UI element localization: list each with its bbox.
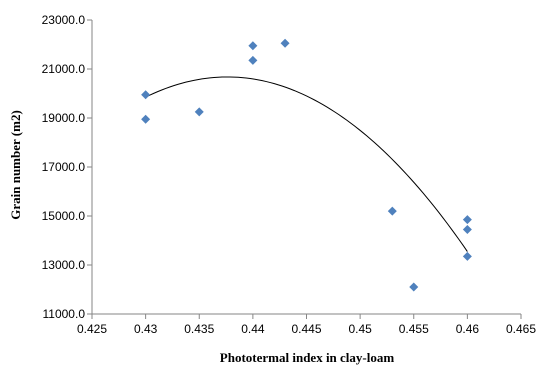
x-tick-label: 0.46 — [456, 322, 480, 336]
data-point — [462, 224, 472, 234]
x-tick-label: 0.43 — [134, 322, 158, 336]
y-tick-label: 19000.0 — [42, 111, 86, 125]
polynomial-trendline — [145, 76, 468, 252]
data-point — [409, 282, 419, 292]
x-tick-label: 0.425 — [77, 322, 107, 336]
data-point — [141, 114, 151, 124]
data-point — [194, 107, 204, 117]
x-tick-label: 0.435 — [184, 322, 214, 336]
x-tick-label: 0.455 — [399, 322, 429, 336]
y-tick-label: 23000.0 — [42, 13, 86, 27]
data-point — [248, 55, 258, 65]
data-point — [387, 206, 397, 216]
data-point — [280, 38, 290, 48]
data-point — [248, 41, 258, 51]
plot-area — [91, 20, 521, 315]
y-tick-label: 11000.0 — [43, 307, 86, 321]
x-tick-label: 0.445 — [291, 322, 321, 336]
y-tick-label: 15000.0 — [42, 209, 86, 223]
x-tick-label: 0.45 — [348, 322, 372, 336]
y-axis-title: Grain number (m2) — [8, 110, 23, 220]
data-points — [141, 38, 472, 292]
x-tick-label: 0.44 — [241, 322, 265, 336]
trendline-group — [145, 76, 468, 252]
data-point — [141, 90, 151, 100]
x-axis-title: Phototermal index in clay-loam — [220, 350, 395, 365]
y-tick-label: 13000.0 — [42, 258, 86, 272]
data-point — [462, 251, 472, 261]
y-axis-ticks: 11000.0 13000.0 15000.0 17000.0 19000.0 21000… — [42, 13, 92, 321]
y-tick-label: 21000.0 — [42, 62, 86, 76]
x-axis-ticks: 0.425 0.43 0.435 0.44 0.445 0.45 0.455 0.46 0.46… — [77, 314, 536, 336]
x-tick-label: 0.465 — [506, 322, 536, 336]
data-point — [462, 215, 472, 225]
y-tick-label: 17000.0 — [42, 160, 86, 174]
